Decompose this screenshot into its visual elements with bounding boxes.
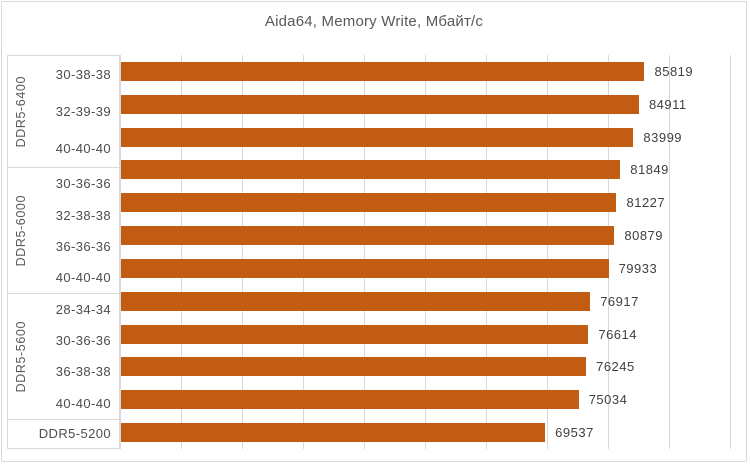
gridline [120, 55, 121, 449]
gridline [181, 55, 182, 449]
bar-row: 83999 [121, 121, 732, 154]
value-label: 76245 [596, 359, 635, 375]
group-label: DDR5-6400 [14, 75, 28, 148]
bar-row: 76245 [121, 350, 732, 383]
bar [121, 94, 639, 114]
value-label: 85819 [654, 63, 694, 79]
gridline [242, 55, 243, 449]
gridline [425, 55, 426, 449]
group-rows: DDR5-5200 [34, 420, 119, 448]
gridline [486, 55, 487, 449]
bar [121, 390, 579, 410]
group-label: DDR5-6000 [14, 194, 28, 267]
group-rows: 30-36-36 32-38-38 36-36-36 40-40-40 [34, 168, 119, 293]
row-label: 32-39-39 [55, 104, 111, 120]
category-column: DDR5-6400 30-38-38 32-39-39 40-40-40 DDR5-60… [7, 55, 120, 449]
gridline [608, 55, 609, 449]
bar [121, 423, 546, 443]
category-group: DDR5-6000 30-36-36 32-38-38 36-36-36 40-40-4… [8, 167, 119, 293]
value-label: 76614 [598, 326, 637, 342]
bar [121, 226, 615, 246]
value-label: 80879 [624, 228, 664, 244]
row-label: DDR5-5200 [38, 426, 111, 442]
bars-layer: 85819 84911 83999 81849 81227 80879 79933 76917… [121, 55, 732, 449]
value-label: 75034 [588, 392, 628, 408]
row-label: 30-36-36 [55, 333, 111, 349]
bar-row: 79933 [121, 252, 732, 285]
value-label: 69537 [555, 425, 594, 441]
group-label-cell: DDR5-6400 [8, 56, 34, 167]
row-label: 36-36-36 [55, 238, 111, 254]
value-label: 79933 [618, 260, 658, 276]
bar [121, 160, 621, 180]
bar-row: 69537 [121, 416, 732, 449]
bar-row: 76614 [121, 318, 732, 351]
gridline [364, 55, 365, 449]
bar [121, 324, 589, 344]
value-label: 83999 [643, 129, 683, 145]
row-label: 28-34-34 [55, 302, 111, 318]
value-label: 76917 [600, 293, 639, 309]
chart-frame: Aida64, Memory Write, Мбайт/с DDR5-6400 3… [1, 1, 747, 462]
group-label-cell [8, 420, 34, 448]
bar-row: 80879 [121, 219, 732, 252]
group-label-cell: DDR5-5600 [8, 294, 34, 419]
bar [121, 193, 617, 213]
group-label: DDR5-5600 [14, 320, 28, 393]
group-label-cell: DDR5-6000 [8, 168, 34, 293]
value-label: 81227 [626, 195, 666, 211]
bar [121, 357, 587, 377]
gridline [730, 55, 731, 449]
plot-area: 85819 84911 83999 81849 81227 80879 79933 76917… [120, 55, 732, 449]
group-rows: 30-38-38 32-39-39 40-40-40 [34, 56, 119, 167]
gridline [303, 55, 304, 449]
bar [121, 291, 591, 311]
value-label: 81849 [630, 162, 669, 178]
bar-row: 81227 [121, 186, 732, 219]
group-rows: 28-34-34 30-36-36 36-38-38 40-40-40 [34, 294, 119, 419]
row-label: 32-38-38 [55, 207, 111, 223]
bar [121, 61, 645, 81]
bar-row: 81849 [121, 153, 732, 186]
category-group: DDR5-6400 30-38-38 32-39-39 40-40-40 [8, 56, 119, 167]
row-label: 40-40-40 [55, 395, 111, 411]
row-label: 40-40-40 [55, 269, 111, 285]
bar-row: 84911 [121, 88, 732, 121]
bar-row: 76917 [121, 285, 732, 318]
category-group: DDR5-5200 [8, 418, 119, 448]
row-label: 30-36-36 [55, 176, 111, 192]
row-label: 40-40-40 [55, 141, 111, 157]
gridline [547, 55, 548, 449]
chart-title: Aida64, Memory Write, Мбайт/с [264, 13, 484, 30]
row-label: 30-38-38 [55, 67, 111, 83]
value-label: 84911 [648, 96, 687, 112]
bar [121, 258, 609, 278]
row-label: 36-38-38 [55, 364, 111, 380]
bar [121, 127, 634, 147]
bar-row: 75034 [121, 383, 732, 416]
gridline [669, 55, 670, 449]
category-group: DDR5-5600 28-34-34 30-36-36 36-38-38 40-40-4… [8, 293, 119, 419]
bar-row: 85819 [121, 55, 732, 88]
